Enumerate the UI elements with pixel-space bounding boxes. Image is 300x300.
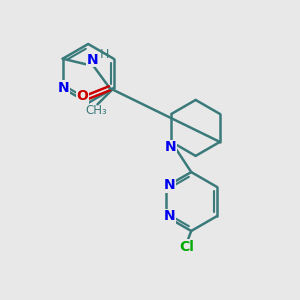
Text: N: N: [87, 52, 99, 67]
Text: Cl: Cl: [179, 240, 194, 254]
Text: O: O: [76, 89, 88, 103]
Text: CH₃: CH₃: [85, 104, 107, 117]
Text: H: H: [100, 48, 110, 62]
Text: N: N: [164, 178, 175, 192]
Text: N: N: [164, 209, 175, 223]
Text: N: N: [165, 140, 177, 154]
Text: N: N: [57, 81, 69, 95]
